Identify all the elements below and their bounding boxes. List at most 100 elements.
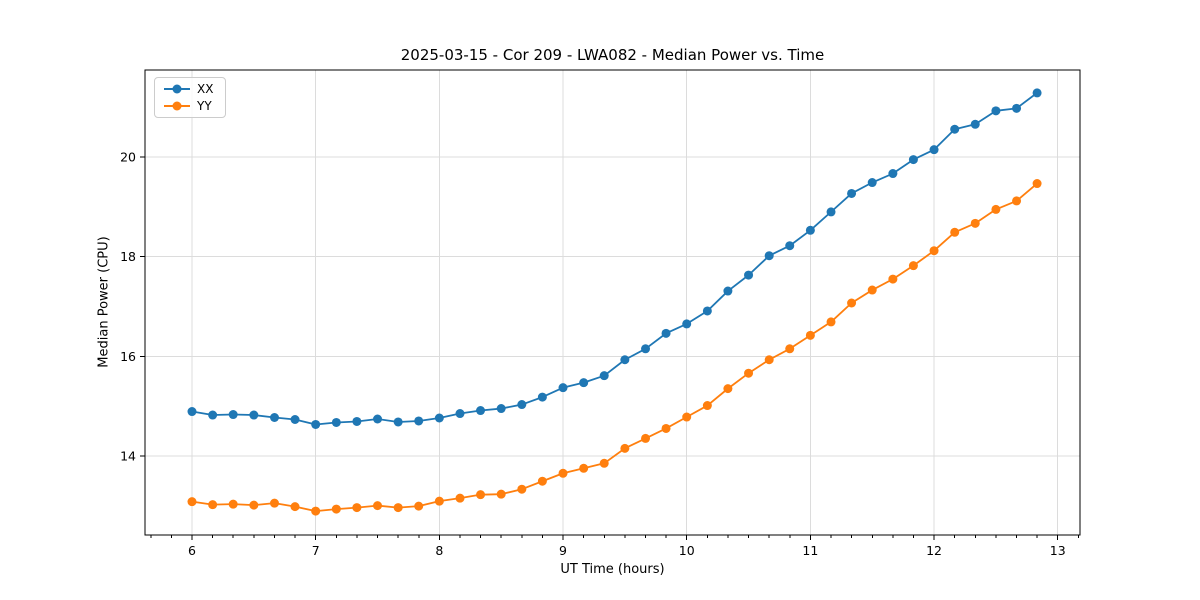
data-point-xx (702, 306, 712, 316)
data-point-xx (579, 378, 589, 388)
data-point-yy (764, 355, 774, 365)
data-point-xx (620, 355, 630, 365)
x-tick-label: 9 (559, 543, 567, 558)
data-point-xx (558, 383, 568, 393)
legend-item-xx: XX (164, 83, 213, 95)
x-axis-label: UT Time (hours) (560, 562, 665, 577)
legend-item-yy: YY (164, 100, 213, 112)
data-point-xx (434, 413, 444, 423)
data-point-yy (517, 484, 527, 494)
data-point-yy (1032, 179, 1042, 189)
data-point-yy (599, 458, 609, 468)
data-point-yy (537, 476, 547, 486)
data-point-xx (208, 410, 218, 420)
data-point-xx (228, 410, 238, 420)
data-point-xx (908, 155, 918, 165)
x-tick-label: 10 (679, 543, 695, 558)
data-point-xx (826, 207, 836, 217)
data-point-yy (929, 246, 939, 256)
data-point-xx (537, 392, 547, 402)
data-point-yy (455, 493, 465, 503)
data-point-xx (393, 417, 403, 427)
axes-spines (144, 69, 1081, 536)
x-tick-label: 6 (188, 543, 196, 558)
data-point-xx (599, 371, 609, 381)
data-point-xx (249, 410, 259, 420)
yy-line-marker-icon (164, 101, 190, 111)
data-point-xx (764, 251, 774, 261)
data-point-yy (991, 204, 1001, 214)
data-point-xx (290, 414, 300, 424)
y-tick-label: 14 (120, 448, 136, 463)
axis-ticks (140, 156, 1079, 540)
y-tick-label: 16 (120, 349, 136, 364)
data-point-xx (1032, 88, 1042, 98)
data-point-xx (311, 419, 321, 429)
data-point-yy (908, 261, 918, 271)
data-point-yy (476, 490, 486, 500)
data-point-xx (744, 270, 754, 280)
data-point-yy (373, 501, 383, 511)
data-point-xx (785, 241, 795, 251)
data-point-yy (702, 401, 712, 411)
data-point-yy (744, 368, 754, 378)
data-point-xx (373, 414, 383, 424)
x-tick-label: 12 (926, 543, 942, 558)
data-point-xx (517, 400, 527, 410)
data-point-xx (970, 119, 980, 129)
data-point-yy (249, 500, 259, 510)
data-point-xx (950, 124, 960, 134)
data-point-yy (187, 497, 197, 507)
xx-line-marker-icon (164, 84, 190, 94)
data-point-yy (970, 218, 980, 228)
data-point-xx (929, 145, 939, 155)
series-yy (187, 179, 1042, 516)
data-point-xx (187, 407, 197, 417)
data-point-yy (393, 503, 403, 513)
data-point-xx (352, 416, 362, 426)
y-tick-label: 20 (120, 150, 136, 165)
data-point-yy (888, 274, 898, 284)
data-point-yy (867, 285, 877, 295)
data-point-yy (847, 298, 857, 308)
data-point-yy (290, 502, 300, 512)
data-point-yy (826, 317, 836, 327)
data-point-yy (496, 489, 506, 499)
x-tick-label: 11 (802, 543, 818, 558)
data-point-yy (208, 500, 218, 510)
data-point-xx (1012, 103, 1022, 113)
data-point-yy (950, 227, 960, 237)
data-point-yy (620, 443, 630, 453)
data-point-xx (476, 406, 486, 416)
data-point-xx (269, 413, 279, 423)
data-point-yy (352, 503, 362, 513)
legend-label-yy: YY (197, 99, 212, 113)
data-point-xx (991, 106, 1001, 116)
data-point-xx (723, 286, 733, 296)
series-xx (187, 88, 1042, 429)
data-point-yy (228, 499, 238, 509)
data-point-xx (847, 188, 857, 198)
grid-lines (145, 70, 1080, 535)
x-tick-label: 7 (312, 543, 320, 558)
x-tick-label: 13 (1050, 543, 1066, 558)
data-point-yy (641, 433, 651, 443)
data-point-yy (805, 330, 815, 340)
data-point-xx (331, 417, 341, 427)
data-point-yy (723, 384, 733, 394)
data-point-yy (311, 506, 321, 516)
data-point-xx (805, 225, 815, 235)
data-point-yy (1012, 196, 1022, 206)
data-point-yy (269, 498, 279, 508)
data-point-xx (661, 328, 671, 338)
legend: XX YY (154, 77, 227, 118)
data-point-yy (331, 504, 341, 514)
data-point-xx (888, 169, 898, 179)
data-point-xx (414, 416, 424, 426)
x-tick-label: 8 (435, 543, 443, 558)
data-point-xx (641, 344, 651, 354)
data-point-yy (414, 501, 424, 511)
legend-label-xx: XX (197, 82, 214, 96)
